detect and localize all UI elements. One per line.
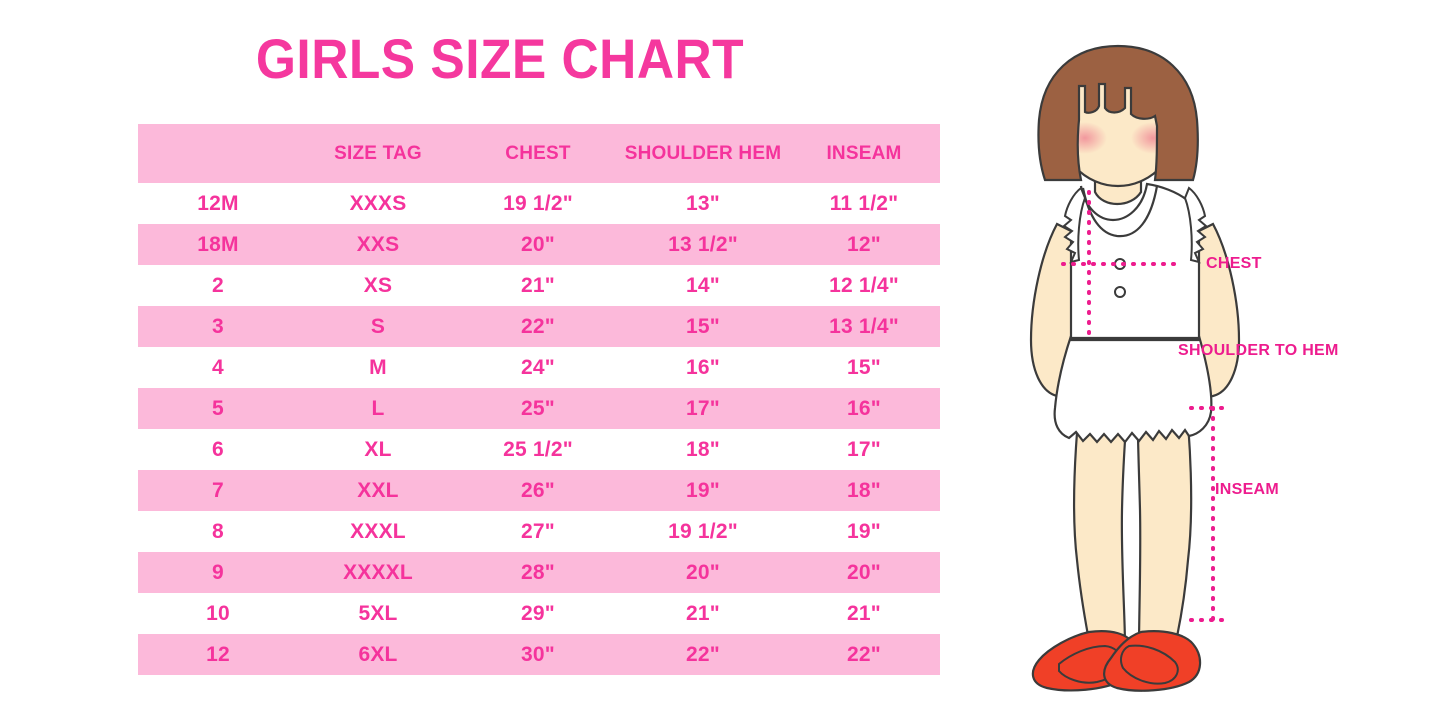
cell-chest: 30" <box>458 634 618 675</box>
measurement-guides-group <box>1061 190 1231 622</box>
girl-body-group <box>1029 44 1241 692</box>
cell-size: 8 <box>138 511 298 552</box>
measurement-label-shoulder-to-hem: SHOULDER TO HEM <box>1178 342 1339 359</box>
cell-shoulder-hem: 19" <box>618 470 788 511</box>
cell-chest: 21" <box>458 265 618 306</box>
cell-chest: 20" <box>458 224 618 265</box>
cell-size: 12M <box>138 183 298 224</box>
cell-size-tag: XS <box>298 265 458 306</box>
cell-shoulder-hem: 16" <box>618 347 788 388</box>
cell-chest: 28" <box>458 552 618 593</box>
cell-shoulder-hem: 22" <box>618 634 788 675</box>
cell-inseam: 13 1/4" <box>788 306 940 347</box>
cell-size: 6 <box>138 429 298 470</box>
column-header-shoulder-hem: SHOULDER HEM <box>618 124 788 183</box>
table-header-row: SIZE TAG CHEST SHOULDER HEM INSEAM <box>138 124 940 183</box>
cell-size: 7 <box>138 470 298 511</box>
size-chart-table-body: 12M XXXS 19 1/2" 13" 11 1/2" 18M XXS 20" 13 1/2"… <box>138 183 940 675</box>
column-header-inseam: INSEAM <box>788 124 940 183</box>
right-shoe-strap <box>1120 644 1179 685</box>
cell-size: 4 <box>138 347 298 388</box>
cell-size-tag: M <box>298 347 458 388</box>
cell-chest: 19 1/2" <box>458 183 618 224</box>
cell-chest: 27" <box>458 511 618 552</box>
button-lower <box>1114 286 1126 298</box>
cell-size-tag: L <box>298 388 458 429</box>
size-chart-table: SIZE TAG CHEST SHOULDER HEM INSEAM 12M XX… <box>138 124 940 675</box>
cell-shoulder-hem: 20" <box>618 552 788 593</box>
cell-shoulder-hem: 14" <box>618 265 788 306</box>
table-row: 3 S 22" 15" 13 1/4" <box>138 306 940 347</box>
cell-inseam: 15" <box>788 347 940 388</box>
table-row: 18M XXS 20" 13 1/2" 12" <box>138 224 940 265</box>
cell-inseam: 20" <box>788 552 940 593</box>
shoes-group <box>1031 630 1202 692</box>
table-row: 8 XXXL 27" 19 1/2" 19" <box>138 511 940 552</box>
cell-size-tag: 5XL <box>298 593 458 634</box>
column-header-size-tag: SIZE TAG <box>298 124 458 183</box>
cell-chest: 25" <box>458 388 618 429</box>
cell-chest: 29" <box>458 593 618 634</box>
cell-shoulder-hem: 17" <box>618 388 788 429</box>
table-row: 2 XS 21" 14" 12 1/4" <box>138 265 940 306</box>
table-row: 10 5XL 29" 21" 21" <box>138 593 940 634</box>
cell-size: 9 <box>138 552 298 593</box>
left-shoulder-ruffle <box>1062 186 1087 264</box>
cell-shoulder-hem: 18" <box>618 429 788 470</box>
cell-inseam: 12" <box>788 224 940 265</box>
cell-chest: 26" <box>458 470 618 511</box>
cell-size-tag: XXL <box>298 470 458 511</box>
cell-inseam: 16" <box>788 388 940 429</box>
cell-size: 2 <box>138 265 298 306</box>
table-row: 12M XXXS 19 1/2" 13" 11 1/2" <box>138 183 940 224</box>
cell-shoulder-hem: 13" <box>618 183 788 224</box>
cell-chest: 24" <box>458 347 618 388</box>
table-row: 12 6XL 30" 22" 22" <box>138 634 940 675</box>
cell-size: 12 <box>138 634 298 675</box>
cell-shoulder-hem: 13 1/2" <box>618 224 788 265</box>
measurement-label-chest: CHEST <box>1206 255 1262 272</box>
cell-chest: 22" <box>458 306 618 347</box>
cell-shoulder-hem: 15" <box>618 306 788 347</box>
table-row: 9 XXXXL 28" 20" 20" <box>138 552 940 593</box>
column-header-chest: CHEST <box>458 124 618 183</box>
cell-inseam: 22" <box>788 634 940 675</box>
table-row: 6 XL 25 1/2" 18" 17" <box>138 429 940 470</box>
column-header-size <box>138 124 298 183</box>
cell-size-tag: XXXL <box>298 511 458 552</box>
table-row: 7 XXL 26" 19" 18" <box>138 470 940 511</box>
girl-figure-illustration: CHEST SHOULDER TO HEM INSEAM <box>985 40 1445 700</box>
cell-size-tag: 6XL <box>298 634 458 675</box>
cell-size: 3 <box>138 306 298 347</box>
table-row: 5 L 25" 17" 16" <box>138 388 940 429</box>
cell-size-tag: XXXXL <box>298 552 458 593</box>
cell-inseam: 18" <box>788 470 940 511</box>
cell-size: 5 <box>138 388 298 429</box>
table-row: 4 M 24" 16" 15" <box>138 347 940 388</box>
cell-inseam: 19" <box>788 511 940 552</box>
cell-size-tag: XL <box>298 429 458 470</box>
cell-size: 10 <box>138 593 298 634</box>
cell-chest: 25 1/2" <box>458 429 618 470</box>
page-title: GIRLS SIZE CHART <box>255 27 745 90</box>
size-chart-table-container: SIZE TAG CHEST SHOULDER HEM INSEAM 12M XX… <box>138 124 940 675</box>
cell-inseam: 21" <box>788 593 940 634</box>
cell-size: 18M <box>138 224 298 265</box>
cell-size-tag: S <box>298 306 458 347</box>
cell-shoulder-hem: 19 1/2" <box>618 511 788 552</box>
cell-size-tag: XXXS <box>298 183 458 224</box>
cell-size-tag: XXS <box>298 224 458 265</box>
girl-figure-svg <box>1029 44 1241 692</box>
right-shoulder-ruffle <box>1183 186 1208 264</box>
cell-inseam: 11 1/2" <box>788 183 940 224</box>
legs-group <box>1073 368 1193 648</box>
cell-inseam: 12 1/4" <box>788 265 940 306</box>
cell-shoulder-hem: 21" <box>618 593 788 634</box>
cell-inseam: 17" <box>788 429 940 470</box>
hair <box>1037 44 1199 182</box>
measurement-label-inseam: INSEAM <box>1215 481 1280 498</box>
